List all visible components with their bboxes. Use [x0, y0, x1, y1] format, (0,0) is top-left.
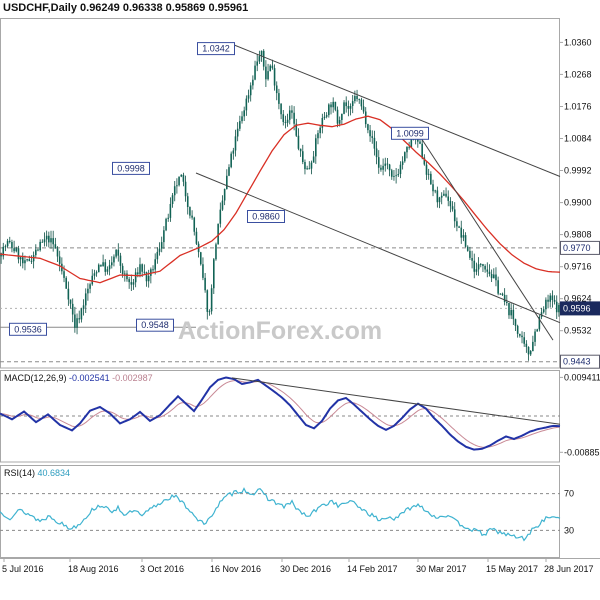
macd-signal-value: -0.002987 — [112, 373, 153, 383]
price-axis-label: 1.0084 — [564, 134, 592, 144]
price-axis-label: 0.9624 — [564, 294, 592, 304]
rsi-panel-border — [0, 465, 560, 558]
sr-label-box — [9, 322, 47, 336]
price-axis-label: 0.9532 — [564, 326, 592, 336]
sr-label-text: 0.9860 — [252, 212, 280, 222]
moving-average-line — [0, 115, 561, 284]
price-panel-border — [0, 18, 560, 369]
price-axis-label: 0.9716 — [564, 262, 592, 272]
rsi-value: 40.6834 — [37, 468, 71, 478]
rsi-axis-label: 30 — [564, 525, 574, 535]
macd-signal-line — [0, 380, 561, 448]
sr-label-box — [197, 42, 235, 56]
macd-axis-label: 0.009411 — [564, 372, 600, 382]
date-axis-label: 18 Aug 2016 — [68, 564, 119, 574]
price-axis-label: 0.9992 — [564, 166, 592, 176]
date-axis-label: 15 May 2017 — [486, 564, 538, 574]
trendline — [231, 43, 561, 177]
sr-label-box — [136, 318, 174, 332]
date-axis-label: 3 Oct 2016 — [140, 564, 184, 574]
sr-label-box — [112, 161, 150, 175]
price-level-label: 0.9770 — [563, 243, 591, 253]
trendline — [195, 172, 561, 324]
date-axis-label: 30 Mar 2017 — [416, 564, 467, 574]
chart-title: USDCHF,Daily 0.96249 0.96338 0.95869 0.9… — [3, 2, 249, 14]
current-price-label: 0.9596 — [563, 303, 591, 313]
date-axis-label: 28 Jun 2017 — [544, 564, 594, 574]
candlestick-series — [0, 49, 560, 361]
trendline — [419, 136, 554, 341]
price-axis-label: 1.0176 — [564, 102, 592, 112]
date-axis-label: 5 Jul 2016 — [2, 564, 44, 574]
rsi-axis-label: 70 — [564, 489, 574, 499]
sr-label-text: 0.9536 — [14, 324, 42, 334]
date-axis-label: 16 Nov 2016 — [210, 564, 261, 574]
sr-label-box — [247, 210, 285, 223]
candle-wicks — [0, 49, 560, 361]
price-axis-label: 1.0268 — [564, 69, 592, 79]
price-axis-label: 0.9808 — [564, 230, 592, 240]
rsi-indicator-label: RSI(14) 40.6834 — [4, 468, 70, 478]
sr-label-text: 0.9548 — [141, 320, 169, 330]
rsi-line — [0, 487, 561, 542]
macd-trendline — [231, 377, 561, 425]
macd-main-value: -0.002541 — [69, 373, 110, 383]
rsi-name: RSI(14) — [4, 468, 36, 478]
macd-indicator-label: MACD(12,26,9) -0.002541 -0.002987 — [4, 373, 153, 383]
watermark: ActionForex.com — [177, 317, 383, 345]
date-axis-label: 30 Dec 2016 — [280, 564, 331, 574]
macd-line — [0, 376, 561, 451]
date-axis-label: 14 Feb 2017 — [347, 564, 398, 574]
price-axis-label: 0.9900 — [564, 198, 592, 208]
macd-name: MACD(12,26,9) — [4, 373, 67, 383]
sr-label-text: 1.0099 — [396, 128, 424, 138]
price-level-label: 0.9443 — [563, 357, 591, 367]
macd-axis-label: -0.008852 — [564, 447, 600, 457]
sr-label-text: 0.9998 — [117, 163, 145, 173]
price-axis-label: 1.0360 — [564, 37, 592, 47]
sr-label-box — [391, 126, 429, 140]
sr-label-text: 1.0342 — [202, 44, 230, 54]
